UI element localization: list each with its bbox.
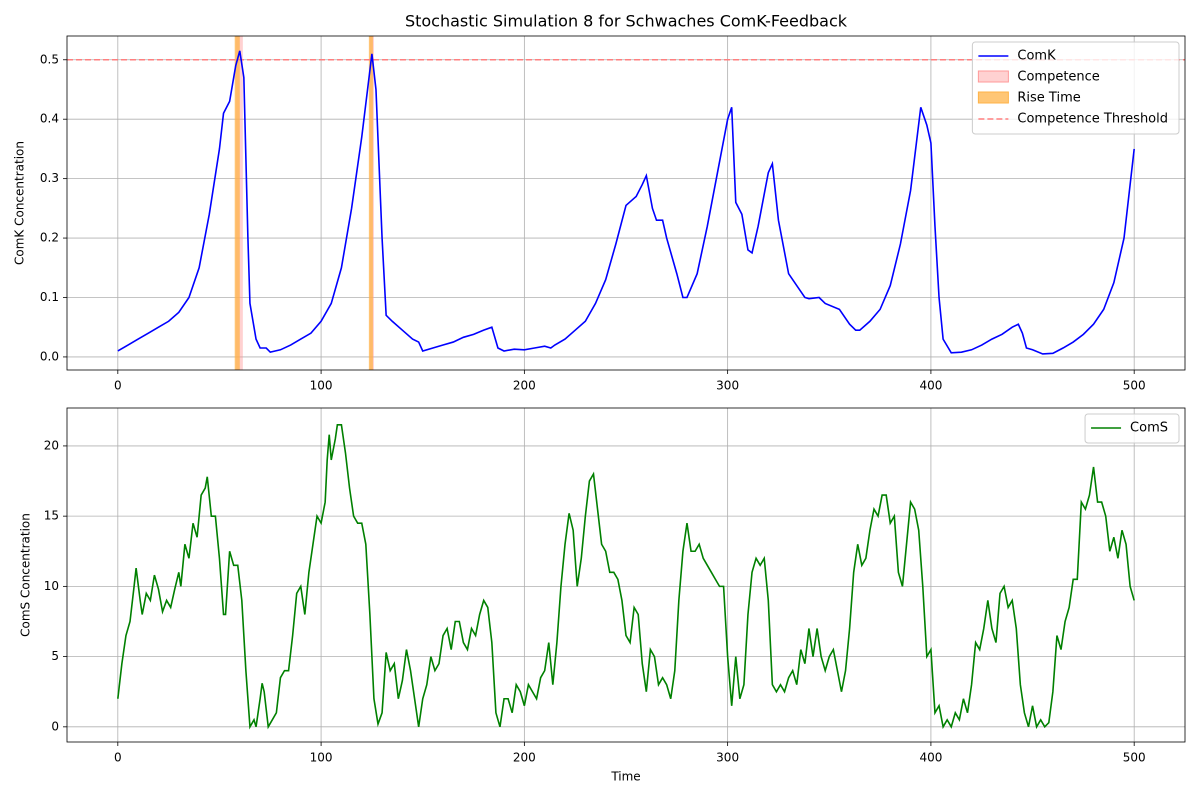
span — [234, 36, 240, 370]
plot-frame — [66, 35, 1186, 371]
y-axis-label: ComK Concentration — [13, 141, 27, 265]
legend-label: Competence — [1017, 70, 1099, 85]
y-tick-label: 0.2 — [40, 231, 59, 245]
y-tick-label: 0.1 — [40, 290, 59, 304]
x-tick-label: 500 — [1123, 751, 1146, 765]
x-axis-label: Time — [610, 770, 640, 784]
y-tick-label: 15 — [44, 509, 59, 523]
x-tick-label: 200 — [513, 379, 536, 393]
legend-label: ComS — [1130, 421, 1168, 436]
chart-title: Stochastic Simulation 8 for Schwaches Co… — [405, 12, 848, 31]
y-axis-label: ComS Concentration — [19, 513, 33, 637]
y-tick-label: 0.0 — [40, 349, 59, 363]
x-tick-label: 300 — [716, 751, 739, 765]
legend-label: Rise Time — [1017, 91, 1080, 106]
span — [368, 36, 373, 370]
y-tick-label: 5 — [51, 649, 59, 663]
x-tick-label: 200 — [513, 751, 536, 765]
legend-box — [1084, 413, 1180, 444]
y-tick-label: 10 — [44, 579, 59, 593]
y-tick-label: 0.3 — [40, 171, 59, 185]
x-tick-label: 0 — [114, 379, 122, 393]
y-tick-label: 0.5 — [40, 52, 59, 66]
x-tick-label: 100 — [310, 379, 333, 393]
legend: ComK Competence Rise Time Competence Thresh… — [971, 41, 1180, 135]
legend-label: Competence Threshold — [1017, 112, 1168, 127]
legend-box — [971, 41, 1180, 135]
x-tick-label: 300 — [716, 379, 739, 393]
legend-swatch — [977, 91, 1009, 104]
series-line — [117, 50, 1135, 355]
x-tick-label: 0 — [114, 751, 122, 765]
y-tick-label: 20 — [44, 438, 59, 452]
series-line — [117, 424, 1135, 730]
y-tick-label: 0 — [51, 719, 59, 733]
x-tick-label: 400 — [919, 379, 942, 393]
legend: ComS — [1084, 413, 1180, 444]
x-tick-label: 100 — [310, 751, 333, 765]
x-tick-label: 500 — [1123, 379, 1146, 393]
plot-frame — [66, 407, 1186, 743]
y-tick-label: 0.4 — [40, 112, 59, 126]
legend-label: ComK — [1017, 49, 1056, 64]
x-tick-label: 400 — [919, 751, 942, 765]
legend-swatch — [977, 70, 1009, 83]
